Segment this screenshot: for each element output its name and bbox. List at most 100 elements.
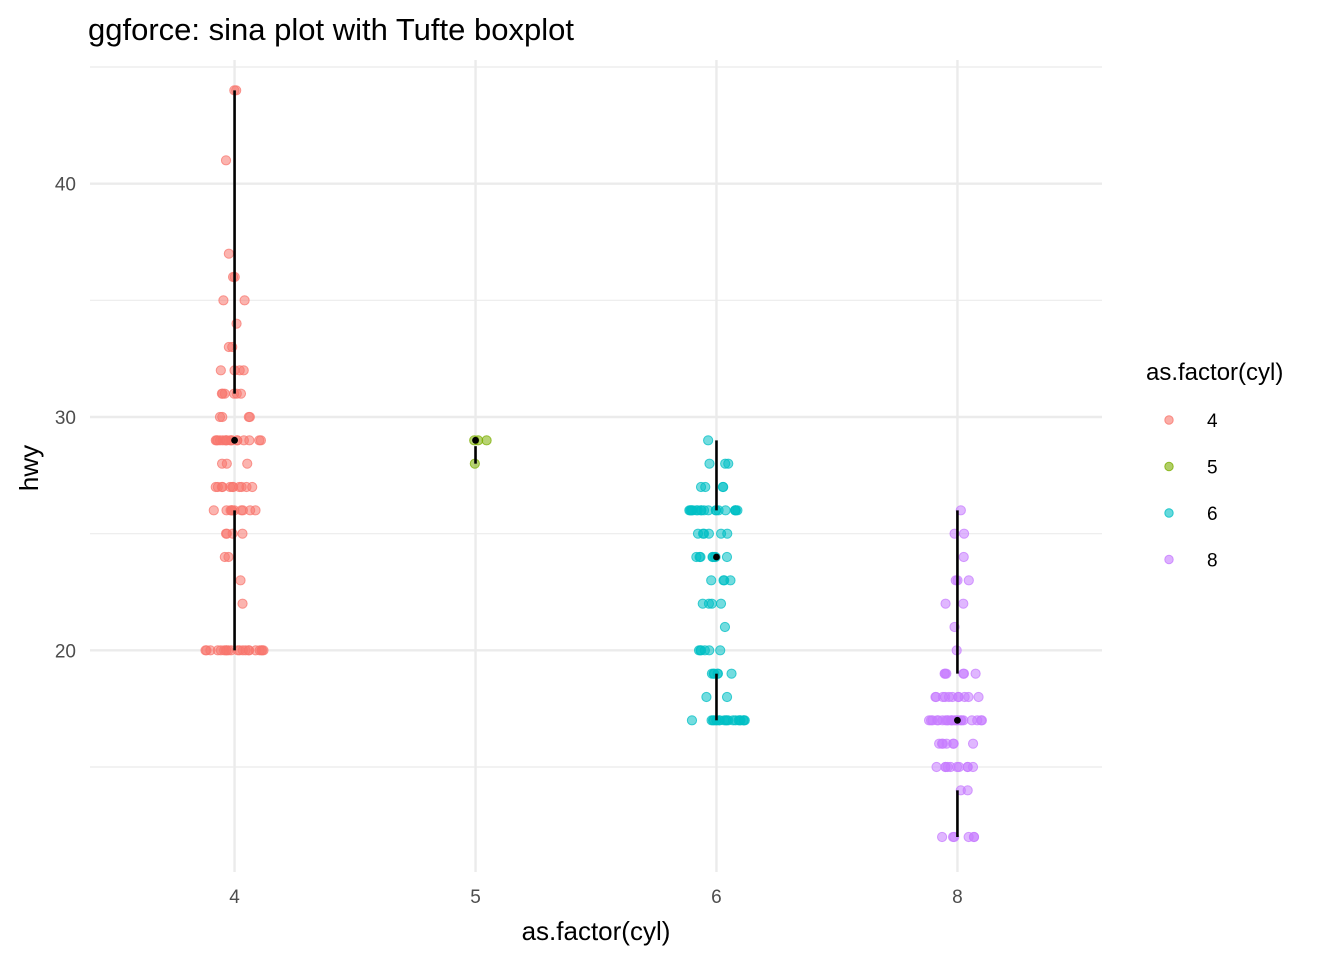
data-point xyxy=(721,551,733,563)
data-point xyxy=(223,551,234,563)
data-point xyxy=(963,831,974,843)
legend-title: as.factor(cyl) xyxy=(1146,359,1283,386)
data-point xyxy=(218,295,229,306)
data-point xyxy=(703,435,714,446)
x-tick-label: 4 xyxy=(229,887,240,908)
data-point xyxy=(217,388,228,399)
legend-key xyxy=(1164,415,1174,425)
data-point xyxy=(221,458,232,469)
data-point xyxy=(223,341,234,353)
data-point xyxy=(220,155,232,166)
data-point xyxy=(950,575,961,586)
x-axis-title: as.factor(cyl) xyxy=(522,916,671,946)
data-point xyxy=(481,435,492,446)
data-point xyxy=(236,481,247,493)
y-tick-label: 30 xyxy=(55,408,76,429)
data-point xyxy=(941,668,952,679)
y-axis-ticks: 20 30 40 xyxy=(55,175,76,663)
data-point xyxy=(239,295,250,306)
data-point xyxy=(730,505,742,516)
data-point xyxy=(958,668,970,679)
data-point xyxy=(700,481,711,493)
data-point xyxy=(245,505,256,516)
data-point xyxy=(243,645,254,656)
data-point xyxy=(937,738,948,749)
data-point xyxy=(721,691,733,703)
tufte-boxplots xyxy=(231,90,961,837)
median-point xyxy=(713,553,720,561)
data-point xyxy=(691,551,702,563)
data-point xyxy=(686,715,698,726)
data-point xyxy=(234,645,245,656)
data-point xyxy=(975,715,987,726)
data-point xyxy=(925,715,937,726)
data-point xyxy=(948,738,959,749)
data-point xyxy=(231,85,242,96)
data-point xyxy=(715,598,727,609)
data-points xyxy=(200,85,987,843)
data-point xyxy=(951,761,963,773)
data-point xyxy=(210,435,221,446)
legend-label: 8 xyxy=(1207,551,1218,572)
data-point xyxy=(220,528,232,539)
data-point xyxy=(208,505,219,516)
x-tick-label: 5 xyxy=(470,887,481,908)
y-axis-title: hwy xyxy=(14,445,44,491)
data-point xyxy=(692,528,704,539)
data-point xyxy=(738,715,749,726)
data-point xyxy=(718,575,729,586)
data-point xyxy=(242,458,253,469)
data-point xyxy=(962,761,973,773)
data-point xyxy=(967,738,979,749)
data-point xyxy=(696,505,707,516)
legend-label: 5 xyxy=(1207,458,1218,479)
data-point xyxy=(973,691,984,703)
y-tick-label: 40 xyxy=(55,175,76,196)
data-point xyxy=(963,575,974,586)
data-point xyxy=(717,481,728,493)
data-point xyxy=(715,528,727,539)
x-tick-label: 8 xyxy=(952,887,963,908)
grid-lines xyxy=(90,60,1102,872)
data-point xyxy=(255,435,266,446)
data-point xyxy=(693,645,705,656)
data-point xyxy=(258,645,269,656)
data-point xyxy=(723,458,734,469)
median-point xyxy=(472,436,479,444)
data-point xyxy=(940,691,951,703)
data-point xyxy=(237,528,248,539)
data-point xyxy=(686,505,697,516)
data-point xyxy=(223,248,234,259)
median-point xyxy=(231,436,238,444)
data-point xyxy=(958,551,969,563)
legend-entries: 4 5 6 8 xyxy=(1164,411,1218,572)
legend-key xyxy=(1164,554,1174,565)
legend-key xyxy=(1164,461,1174,472)
median-point xyxy=(954,716,961,724)
legend-label: 6 xyxy=(1207,504,1218,525)
data-point xyxy=(962,785,973,796)
data-point xyxy=(936,831,948,843)
legend: as.factor(cyl) 4 5 6 8 xyxy=(1146,359,1283,572)
data-point xyxy=(958,528,970,539)
data-point xyxy=(235,575,246,586)
data-point xyxy=(931,761,942,773)
data-point xyxy=(706,598,718,609)
data-point xyxy=(719,621,731,633)
legend-label: 4 xyxy=(1207,411,1218,432)
data-point xyxy=(970,668,981,679)
data-point xyxy=(205,645,216,656)
x-tick-label: 6 xyxy=(711,887,722,908)
data-point xyxy=(701,691,712,703)
data-point xyxy=(726,668,737,679)
data-point xyxy=(215,365,226,376)
data-point xyxy=(966,715,978,726)
data-point xyxy=(244,435,255,446)
chart-title: ggforce: sina plot with Tufte boxplot xyxy=(88,12,574,47)
data-point xyxy=(940,761,951,773)
data-point xyxy=(704,645,715,656)
data-point xyxy=(237,598,248,609)
data-point xyxy=(704,458,715,469)
data-point xyxy=(697,598,708,609)
data-point xyxy=(958,598,969,609)
